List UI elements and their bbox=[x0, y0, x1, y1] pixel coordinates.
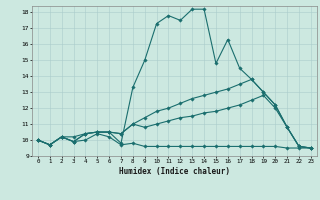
X-axis label: Humidex (Indice chaleur): Humidex (Indice chaleur) bbox=[119, 167, 230, 176]
